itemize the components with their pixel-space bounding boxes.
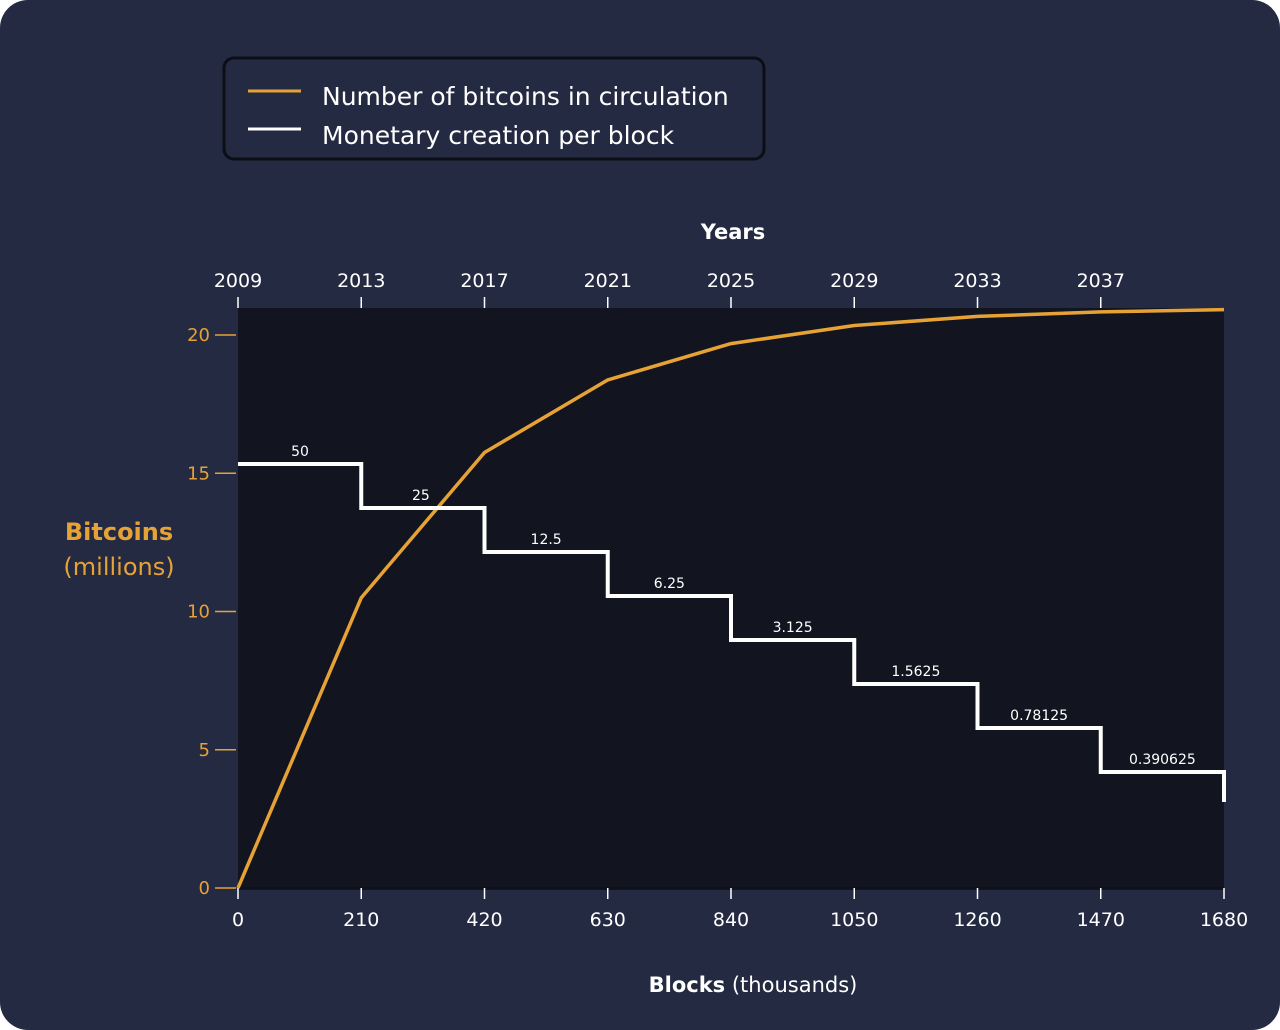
y-tick-label: 5 [199,740,210,761]
legend-label-circulation: Number of bitcoins in circulation [322,82,729,111]
y-tick-label: 10 [187,602,210,623]
x-axis-label-bold: Blocks [649,973,726,997]
year-tick-label: 2017 [460,270,508,292]
year-tick-label: 2029 [830,270,878,292]
x-tick-label: 630 [590,909,626,931]
y-tick-label: 15 [187,463,210,484]
reward-label: 0.390625 [1129,752,1196,768]
series-group [236,307,1226,889]
circulation-line [236,307,1225,889]
y-axis-sublabel: (millions) [63,553,174,581]
monetary-creation-line [238,462,1226,802]
legend-label-creation: Monetary creation per block [322,121,675,150]
x-axis-label: Blocks (thousands) [649,973,858,997]
reward-label: 6.25 [654,576,685,592]
reward-label: 0.78125 [1010,708,1068,724]
x-tick-label: 840 [713,909,749,931]
x-tick-label: 1260 [953,909,1001,931]
year-tick-label: 2013 [337,270,385,292]
step-label-group: 50 25 12.5 6.25 3.125 1.5625 0.78125 0.390625 [291,444,1196,768]
y-tick-label: 20 [187,325,210,346]
year-tick-label: 2037 [1077,270,1125,292]
y-tick-label: 0 [199,878,210,899]
y-tick-group: 0 5 10 15 20 [187,325,236,899]
year-tick-label: 2025 [707,270,755,292]
x-tick-group: 0 210 420 630 840 1050 1260 1470 1680 [232,887,1248,931]
x-tick-label: 210 [343,909,379,931]
reward-label: 12.5 [531,532,562,548]
x-tick-label: 1470 [1077,909,1125,931]
reward-label: 50 [291,444,309,460]
reward-label: 25 [412,488,430,504]
x-axis-label-rest: (thousands) [725,973,857,997]
reward-label: 1.5625 [891,664,940,680]
x-tick-label: 1680 [1200,909,1248,931]
x-tick-label: 1050 [830,909,878,931]
x-tick-label: 420 [466,909,502,931]
y-axis-label: Bitcoins [65,518,173,546]
reward-label: 3.125 [773,620,813,636]
year-tick-label: 2009 [214,270,262,292]
x-tick-label: 0 [232,909,244,931]
years-axis-title: Years [700,220,766,244]
legend-box [222,56,766,161]
year-tick-group: 2009 2013 2017 2021 2025 2029 2033 2037 [214,270,1125,308]
year-tick-label: 2021 [584,270,632,292]
year-tick-label: 2033 [953,270,1001,292]
